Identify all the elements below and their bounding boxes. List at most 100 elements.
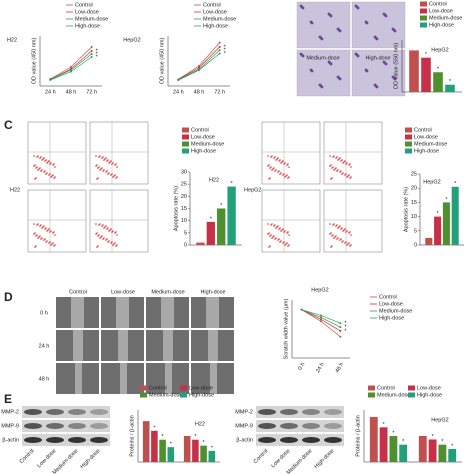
event [41, 237, 43, 239]
significance: * [203, 440, 206, 446]
event [96, 246, 98, 248]
event [41, 159, 43, 161]
event [267, 223, 269, 225]
event [274, 156, 276, 158]
event [114, 164, 116, 166]
bar [142, 421, 150, 462]
point [177, 79, 180, 82]
event [278, 228, 280, 230]
event [44, 228, 46, 230]
stain [301, 6, 305, 10]
event [99, 223, 101, 225]
event [339, 225, 341, 227]
event [287, 245, 289, 247]
bar [451, 186, 459, 245]
event [350, 234, 352, 236]
legend-label: Low-dose [189, 385, 213, 391]
event [100, 168, 102, 170]
significance: * [224, 51, 227, 57]
point [320, 314, 322, 317]
event [335, 157, 337, 159]
blot-label: β-actin [2, 437, 19, 443]
legend-label: Low-dose [429, 8, 453, 14]
event [105, 225, 107, 227]
event [350, 244, 352, 246]
bar [389, 436, 398, 462]
significance: * [224, 48, 227, 54]
event [107, 227, 109, 229]
event [50, 176, 52, 178]
event [334, 236, 336, 238]
event [329, 233, 331, 235]
event [46, 240, 48, 242]
event [269, 235, 271, 237]
scratch-gap [116, 297, 129, 328]
event [53, 231, 55, 233]
y-tick-label: 10 [181, 218, 187, 224]
flow-plot [323, 189, 383, 253]
event [288, 244, 290, 246]
y-tick-label: 10 [411, 214, 417, 220]
event [344, 160, 346, 162]
event [276, 226, 278, 228]
line [301, 309, 341, 338]
event [97, 177, 99, 179]
legend-label: Low-dose [414, 134, 438, 140]
event [43, 171, 45, 173]
event [339, 239, 341, 241]
significance: * [441, 439, 444, 445]
band [302, 437, 320, 443]
event [43, 157, 45, 159]
event [34, 232, 36, 234]
bar [379, 427, 388, 462]
event [335, 225, 337, 227]
scratch-gap [165, 363, 172, 394]
event [53, 163, 55, 165]
event [267, 155, 269, 157]
legend-label: Medium-dose [191, 141, 224, 147]
y-axis-label: Apoptosis rate (%) [403, 187, 409, 232]
event [333, 169, 335, 171]
legend-label: High-dose [429, 22, 454, 28]
y-tick-label: 30 [181, 169, 187, 175]
flow-plot [27, 121, 87, 185]
event [37, 155, 39, 157]
band [324, 409, 342, 415]
flow-plot [89, 189, 149, 253]
event [98, 234, 100, 236]
stain [365, 69, 369, 73]
legend-label: Control [191, 127, 209, 133]
point [90, 50, 93, 52]
band [24, 423, 42, 429]
bar [200, 445, 207, 462]
legend-label: Medium-dose [379, 308, 412, 314]
event [337, 169, 339, 171]
y-tick-label: 0 [414, 242, 417, 248]
event [347, 243, 349, 245]
event [99, 169, 101, 171]
event [49, 241, 51, 243]
event [52, 232, 54, 234]
event [340, 160, 342, 162]
event [330, 178, 332, 180]
event [284, 162, 286, 164]
legend-label: High-dose [75, 23, 100, 29]
scratch-gap [75, 363, 82, 394]
event [103, 237, 105, 239]
row-label: 48 h [39, 376, 50, 382]
event [336, 224, 338, 226]
event [270, 234, 272, 236]
event [106, 160, 108, 162]
x-tick-label: 24 h [45, 89, 56, 95]
event [272, 236, 274, 238]
legend-label: High-dose [191, 148, 216, 154]
event [341, 241, 343, 243]
column-label: High-dose [200, 289, 225, 295]
event [286, 174, 288, 176]
event [108, 230, 110, 232]
event [43, 225, 45, 227]
event [98, 156, 100, 158]
stain [320, 85, 324, 89]
event [108, 240, 110, 242]
event [48, 174, 50, 176]
